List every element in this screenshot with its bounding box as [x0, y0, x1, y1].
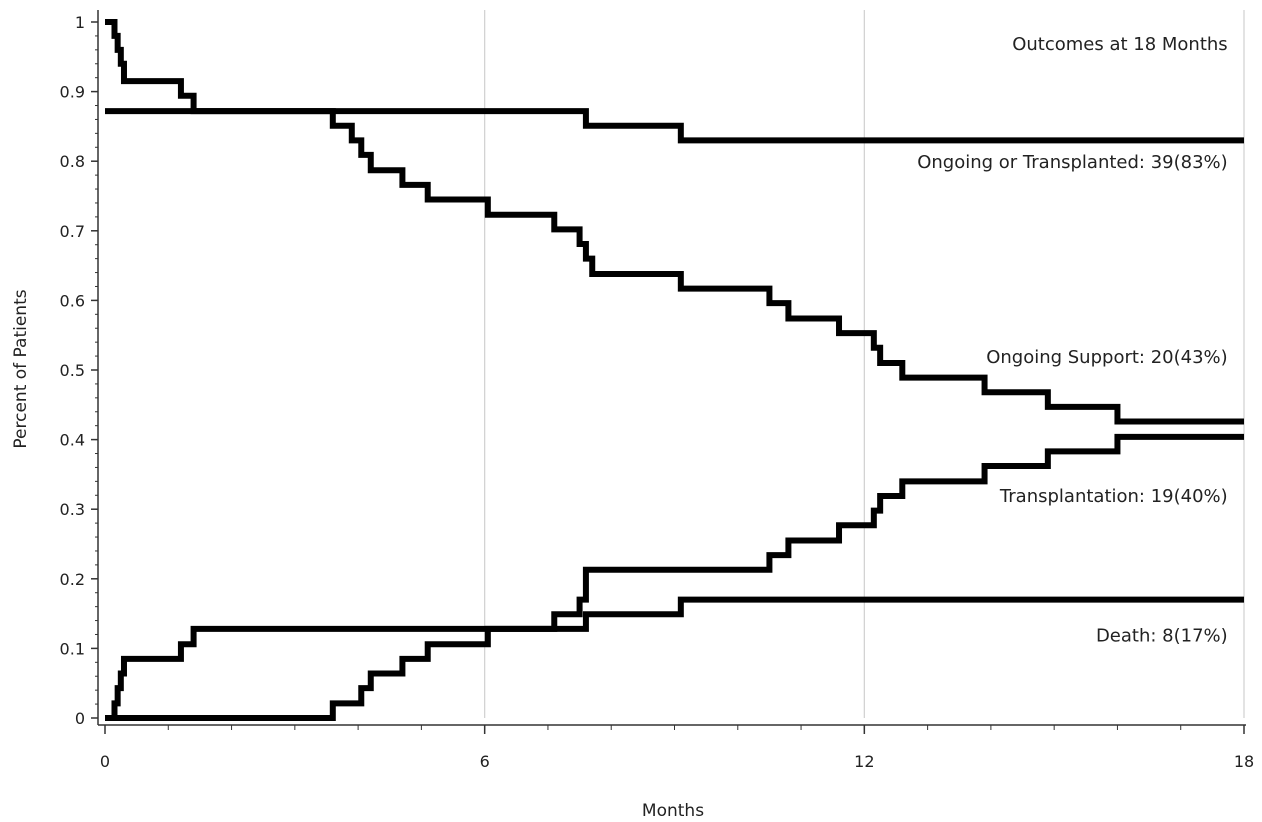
- y-tick-label: 1: [75, 13, 85, 32]
- y-tick-label: 0.2: [60, 570, 85, 589]
- annotation-label: Death: 8(17%): [1096, 625, 1228, 646]
- x-axis-label: Months: [642, 801, 704, 821]
- series-line-2: [105, 108, 1244, 425]
- y-tick-label: 0.9: [60, 83, 85, 102]
- y-tick-label: 0.6: [60, 291, 85, 310]
- x-tick-label: 6: [480, 752, 490, 771]
- axis-ticks: 0 0.1 0.2 0.3 0.4 0.5 0.6 0.7 0.8 0.9 1 0 6 12 18: [60, 13, 1255, 771]
- x-tick-label: 12: [854, 752, 874, 771]
- x-tick-label: 18: [1234, 752, 1254, 771]
- series-line-1: [105, 19, 1244, 144]
- annotations: Outcomes at 18 Months Ongoing or Transpla…: [917, 34, 1227, 647]
- series-lines: [105, 19, 1244, 721]
- annotation-label: Outcomes at 18 Months: [1012, 34, 1227, 55]
- y-tick-label: 0.1: [60, 639, 85, 658]
- y-tick-label: 0.7: [60, 222, 85, 241]
- x-tick-label: 0: [100, 752, 110, 771]
- annotation-label: Ongoing Support: 20(43%): [986, 347, 1227, 368]
- y-tick-label: 0.3: [60, 500, 85, 519]
- y-axis-label: Percent of Patients: [11, 289, 31, 448]
- y-tick-label: 0.4: [60, 431, 85, 450]
- y-tick-label: 0: [75, 709, 85, 728]
- y-tick-label: 0.8: [60, 152, 85, 171]
- series-line-3: [105, 433, 1244, 721]
- annotation-label: Transplantation: 19(40%): [999, 486, 1228, 507]
- y-tick-label: 0.5: [60, 361, 85, 380]
- annotation-label: Ongoing or Transplanted: 39(83%): [917, 152, 1227, 173]
- series-line-4: [105, 596, 1244, 721]
